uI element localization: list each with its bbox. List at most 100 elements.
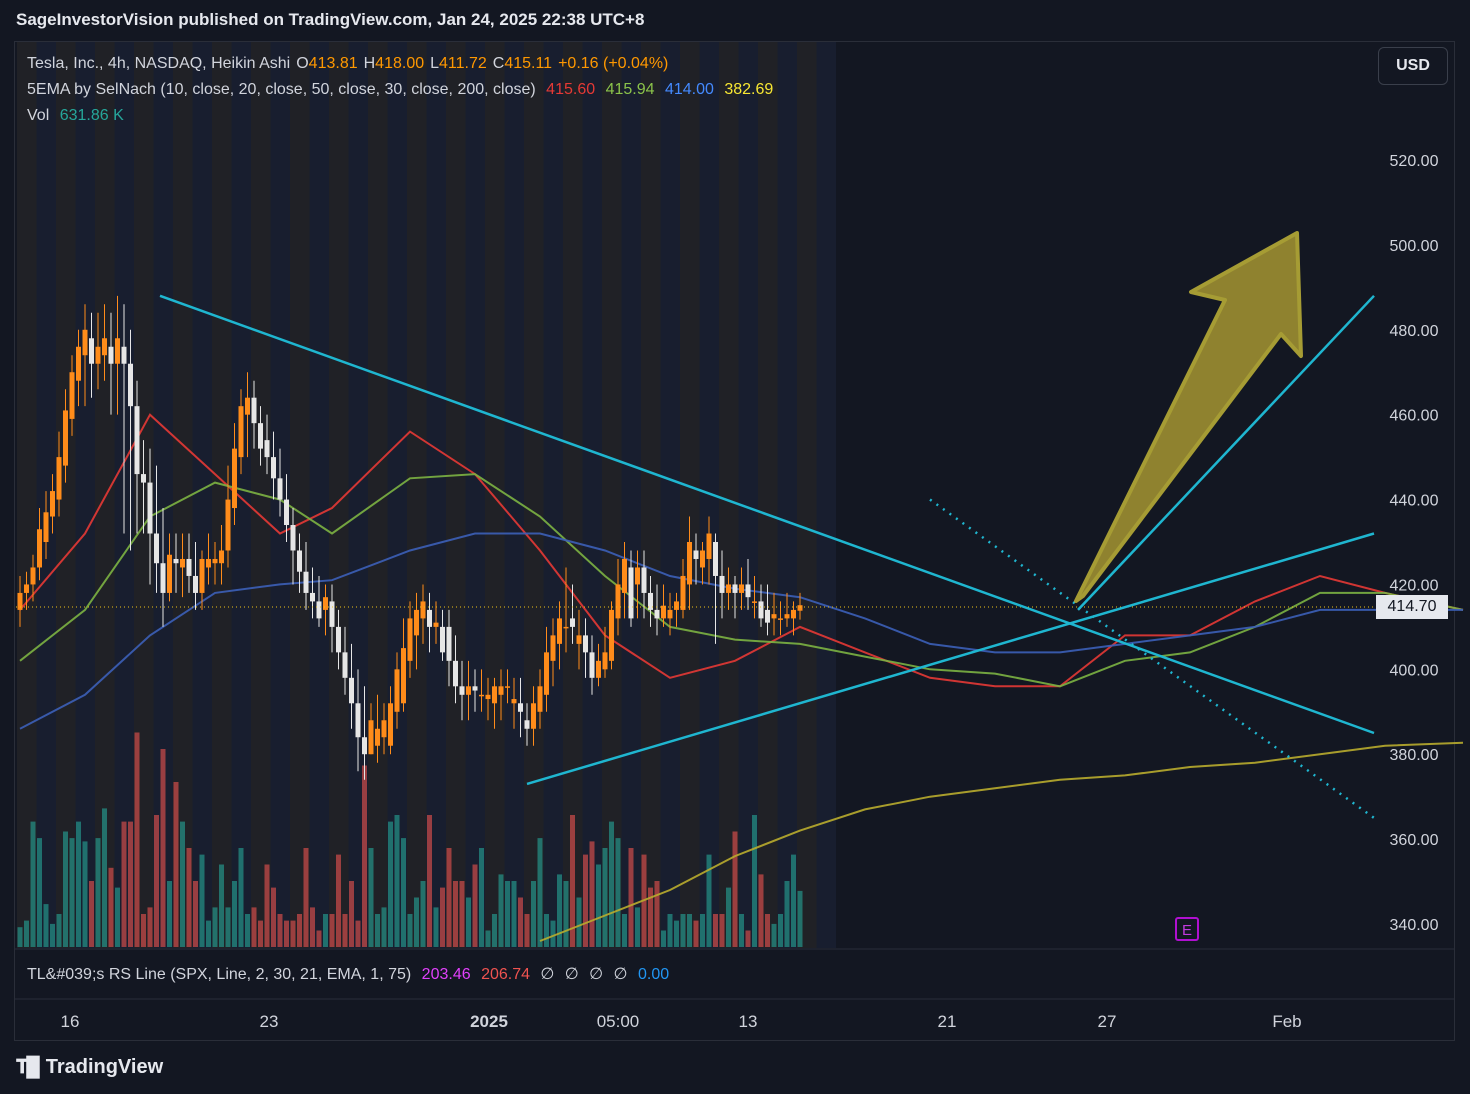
earnings-badge[interactable]: E [1175,917,1199,941]
footer-brand[interactable]: 𝐓█ TradingView [16,1056,163,1079]
volume-bar [30,821,36,947]
session-stripe [348,42,368,948]
volume-bar [89,881,94,947]
candle-body [758,601,764,619]
ema-value-2: 415.94 [605,81,655,98]
candle-body [765,609,770,623]
volume-bar [648,887,653,947]
session-stripe [290,42,310,948]
volume-bar [206,920,211,947]
price-tick-label: 360.00 [1390,832,1439,849]
volume-bar [95,838,101,947]
candle-body [518,703,523,712]
candle-body [648,592,653,610]
session-stripe [192,42,212,948]
candle-body [531,703,536,729]
candle-body [726,584,731,593]
candle-body [323,597,328,610]
candle-body [199,558,205,593]
candle-body [641,567,647,593]
candle-body [609,609,614,661]
candle-body [440,626,445,653]
candle-body [147,482,153,534]
volume-bar [271,887,276,947]
candle-body [661,605,666,619]
volume-bar [297,914,302,947]
candle-body [355,703,361,738]
volume-bar [570,815,575,947]
volume-bar [381,907,387,947]
candle-body [50,491,55,517]
session-stripe [56,42,76,948]
volume-bar [147,907,153,947]
time-tick-label: 2025 [470,1012,508,1031]
volume-value: 631.86 K [59,107,124,124]
time-tick-label: 16 [61,1012,80,1031]
volume-bar [557,874,562,947]
price-tick-label: 440.00 [1390,493,1439,510]
volume-bar [628,848,634,947]
candle-body [700,550,705,568]
volume-bar [329,914,335,947]
current-price-label: 414.70 [1376,595,1448,619]
candle-body [180,558,185,568]
volume-bar [732,831,738,947]
candle-body [784,614,790,619]
candle-body [505,686,510,688]
volume-bar [453,881,458,947]
volume-bar [784,881,790,947]
volume-bar [472,864,478,947]
volume-bar [674,920,679,947]
volume-bar [446,848,452,947]
session-stripe [75,42,95,948]
volume-bar [531,881,536,947]
session-stripe [173,42,193,948]
candle-body [628,567,634,619]
volume-bar [134,732,140,947]
session-stripe [446,42,466,948]
candle-body [394,669,400,712]
session-stripe [777,42,797,948]
session-stripe [231,42,251,948]
volume-bar [173,782,179,947]
time-tick-label: 05:00 [597,1012,640,1031]
candle-body [472,686,478,691]
currency-button[interactable]: USD [1378,47,1448,85]
candle-body [459,686,465,695]
time-tick-label: Feb [1272,1012,1301,1031]
session-stripe [368,42,388,948]
volume-bar [160,749,166,947]
candle-body [342,652,348,678]
rs-value-3: 0.00 [638,966,670,983]
volume-bar [355,920,361,947]
candle-body [186,558,192,576]
high-value: 418.00 [375,55,425,72]
price-tick-label: 420.00 [1390,577,1439,594]
volume-bar [745,930,751,947]
volume-bar [537,838,543,947]
candle-body [245,397,250,415]
candle-body [492,686,497,704]
volume-bar [258,920,263,947]
volume-bar [232,881,237,947]
volume-bar [563,881,569,947]
candle-body [706,533,712,559]
open-value: 413.81 [308,55,358,72]
volume-bar [765,914,770,947]
volume-bar [739,914,744,947]
volume-bar [303,848,309,947]
volume-bar [687,914,692,947]
candle-body [316,601,322,619]
candle-body [401,648,406,704]
low-value: 411.72 [439,55,487,72]
candle-body [739,584,744,593]
candle-body [466,686,471,695]
ema-indicator-name: 5EMA by SelNach (10, close, 20, close, 5… [27,81,536,98]
volume-bar [420,881,426,947]
volume-bar [576,897,582,947]
volume-bar [680,914,686,947]
volume-bar [394,815,400,947]
volume-bar [82,841,88,947]
price-tick-label: 340.00 [1390,917,1439,934]
